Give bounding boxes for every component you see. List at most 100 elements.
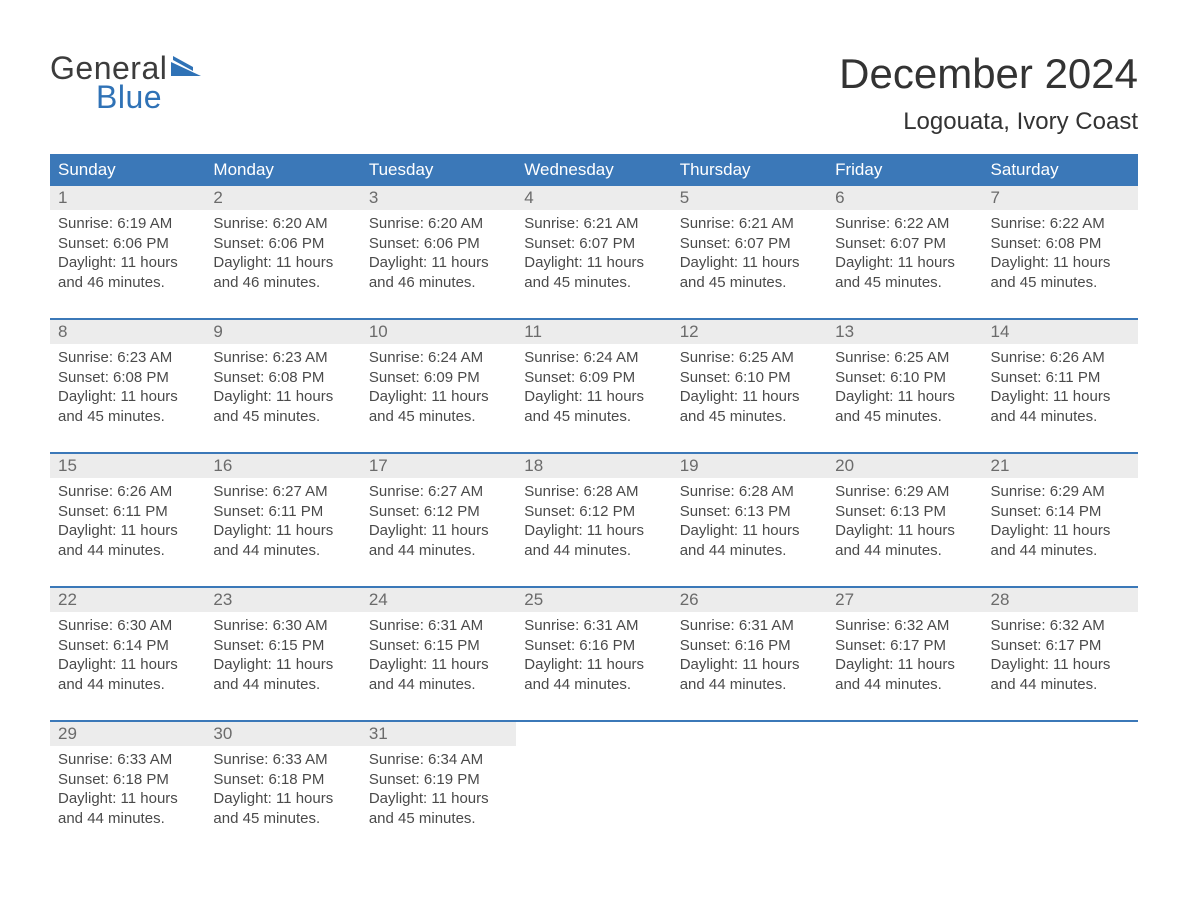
- daylight-text-1: Daylight: 11 hours: [213, 655, 352, 675]
- daylight-text-2: and 45 minutes.: [213, 407, 352, 427]
- day-data: Sunrise: 6:28 AMSunset: 6:13 PMDaylight:…: [672, 478, 827, 564]
- title-block: December 2024 Logouata, Ivory Coast: [839, 50, 1138, 136]
- daylight-text-2: and 44 minutes.: [680, 541, 819, 561]
- day-number: 26: [672, 588, 827, 612]
- daylight-text-1: Daylight: 11 hours: [58, 253, 197, 273]
- daylight-text-1: Daylight: 11 hours: [524, 253, 663, 273]
- day-data: Sunrise: 6:29 AMSunset: 6:14 PMDaylight:…: [983, 478, 1138, 564]
- day-header: Sunday: [50, 154, 205, 186]
- location-subtitle: Logouata, Ivory Coast: [839, 108, 1138, 136]
- week-row: 22Sunrise: 6:30 AMSunset: 6:14 PMDayligh…: [50, 586, 1138, 700]
- day-cell: 31Sunrise: 6:34 AMSunset: 6:19 PMDayligh…: [361, 722, 516, 834]
- sunset-text: Sunset: 6:19 PM: [369, 770, 508, 790]
- daylight-text-1: Daylight: 11 hours: [369, 789, 508, 809]
- day-data: Sunrise: 6:27 AMSunset: 6:12 PMDaylight:…: [361, 478, 516, 564]
- day-data: Sunrise: 6:30 AMSunset: 6:14 PMDaylight:…: [50, 612, 205, 698]
- sunrise-text: Sunrise: 6:21 AM: [680, 214, 819, 234]
- day-number: 17: [361, 454, 516, 478]
- daylight-text-1: Daylight: 11 hours: [835, 521, 974, 541]
- day-number: 24: [361, 588, 516, 612]
- day-cell: 28Sunrise: 6:32 AMSunset: 6:17 PMDayligh…: [983, 588, 1138, 700]
- day-data: Sunrise: 6:32 AMSunset: 6:17 PMDaylight:…: [827, 612, 982, 698]
- day-cell: 8Sunrise: 6:23 AMSunset: 6:08 PMDaylight…: [50, 320, 205, 432]
- sunset-text: Sunset: 6:08 PM: [991, 234, 1130, 254]
- sunset-text: Sunset: 6:11 PM: [58, 502, 197, 522]
- daylight-text-2: and 44 minutes.: [369, 675, 508, 695]
- daylight-text-1: Daylight: 11 hours: [213, 789, 352, 809]
- sunset-text: Sunset: 6:15 PM: [213, 636, 352, 656]
- daylight-text-2: and 45 minutes.: [524, 407, 663, 427]
- sunrise-text: Sunrise: 6:29 AM: [835, 482, 974, 502]
- day-number: 2: [205, 186, 360, 210]
- sunrise-text: Sunrise: 6:28 AM: [524, 482, 663, 502]
- daylight-text-1: Daylight: 11 hours: [680, 655, 819, 675]
- daylight-text-2: and 44 minutes.: [991, 407, 1130, 427]
- sunrise-text: Sunrise: 6:22 AM: [835, 214, 974, 234]
- day-data: Sunrise: 6:22 AMSunset: 6:07 PMDaylight:…: [827, 210, 982, 296]
- daylight-text-1: Daylight: 11 hours: [369, 253, 508, 273]
- daylight-text-2: and 46 minutes.: [213, 273, 352, 293]
- day-cell: 26Sunrise: 6:31 AMSunset: 6:16 PMDayligh…: [672, 588, 827, 700]
- day-data: Sunrise: 6:28 AMSunset: 6:12 PMDaylight:…: [516, 478, 671, 564]
- daylight-text-1: Daylight: 11 hours: [991, 655, 1130, 675]
- sunrise-text: Sunrise: 6:23 AM: [58, 348, 197, 368]
- daylight-text-2: and 45 minutes.: [991, 273, 1130, 293]
- sunset-text: Sunset: 6:07 PM: [680, 234, 819, 254]
- brand-word-2: Blue: [96, 79, 201, 116]
- sunrise-text: Sunrise: 6:33 AM: [58, 750, 197, 770]
- daylight-text-2: and 45 minutes.: [680, 407, 819, 427]
- day-data: Sunrise: 6:20 AMSunset: 6:06 PMDaylight:…: [361, 210, 516, 296]
- daylight-text-1: Daylight: 11 hours: [524, 387, 663, 407]
- daylight-text-2: and 44 minutes.: [835, 541, 974, 561]
- sunrise-text: Sunrise: 6:25 AM: [680, 348, 819, 368]
- daylight-text-2: and 44 minutes.: [991, 541, 1130, 561]
- sunset-text: Sunset: 6:07 PM: [524, 234, 663, 254]
- daylight-text-1: Daylight: 11 hours: [58, 521, 197, 541]
- daylight-text-1: Daylight: 11 hours: [991, 253, 1130, 273]
- day-data: Sunrise: 6:30 AMSunset: 6:15 PMDaylight:…: [205, 612, 360, 698]
- day-cell: 23Sunrise: 6:30 AMSunset: 6:15 PMDayligh…: [205, 588, 360, 700]
- day-cell: 22Sunrise: 6:30 AMSunset: 6:14 PMDayligh…: [50, 588, 205, 700]
- day-cell: 1Sunrise: 6:19 AMSunset: 6:06 PMDaylight…: [50, 186, 205, 298]
- day-data: Sunrise: 6:33 AMSunset: 6:18 PMDaylight:…: [50, 746, 205, 832]
- day-cell: 4Sunrise: 6:21 AMSunset: 6:07 PMDaylight…: [516, 186, 671, 298]
- sunrise-text: Sunrise: 6:34 AM: [369, 750, 508, 770]
- day-data: Sunrise: 6:32 AMSunset: 6:17 PMDaylight:…: [983, 612, 1138, 698]
- daylight-text-1: Daylight: 11 hours: [58, 789, 197, 809]
- sunrise-text: Sunrise: 6:19 AM: [58, 214, 197, 234]
- day-header: Tuesday: [361, 154, 516, 186]
- day-cell: 5Sunrise: 6:21 AMSunset: 6:07 PMDaylight…: [672, 186, 827, 298]
- day-cell: 11Sunrise: 6:24 AMSunset: 6:09 PMDayligh…: [516, 320, 671, 432]
- day-number: 19: [672, 454, 827, 478]
- brand-flag-icon: [171, 56, 201, 81]
- daylight-text-2: and 45 minutes.: [369, 407, 508, 427]
- day-number: 29: [50, 722, 205, 746]
- daylight-text-1: Daylight: 11 hours: [369, 387, 508, 407]
- sunrise-text: Sunrise: 6:29 AM: [991, 482, 1130, 502]
- day-data: Sunrise: 6:21 AMSunset: 6:07 PMDaylight:…: [672, 210, 827, 296]
- day-cell: [827, 722, 982, 834]
- sunset-text: Sunset: 6:10 PM: [680, 368, 819, 388]
- sunset-text: Sunset: 6:09 PM: [369, 368, 508, 388]
- header: General Blue December 2024 Logouata, Ivo…: [50, 50, 1138, 136]
- week-row: 8Sunrise: 6:23 AMSunset: 6:08 PMDaylight…: [50, 318, 1138, 432]
- day-cell: 13Sunrise: 6:25 AMSunset: 6:10 PMDayligh…: [827, 320, 982, 432]
- daylight-text-2: and 46 minutes.: [58, 273, 197, 293]
- daylight-text-2: and 45 minutes.: [213, 809, 352, 829]
- week-row: 1Sunrise: 6:19 AMSunset: 6:06 PMDaylight…: [50, 186, 1138, 298]
- day-number: 12: [672, 320, 827, 344]
- day-number: 18: [516, 454, 671, 478]
- day-cell: 16Sunrise: 6:27 AMSunset: 6:11 PMDayligh…: [205, 454, 360, 566]
- day-number: 10: [361, 320, 516, 344]
- sunset-text: Sunset: 6:17 PM: [991, 636, 1130, 656]
- daylight-text-1: Daylight: 11 hours: [835, 387, 974, 407]
- sunrise-text: Sunrise: 6:28 AM: [680, 482, 819, 502]
- daylight-text-1: Daylight: 11 hours: [835, 253, 974, 273]
- sunrise-text: Sunrise: 6:32 AM: [991, 616, 1130, 636]
- day-cell: 18Sunrise: 6:28 AMSunset: 6:12 PMDayligh…: [516, 454, 671, 566]
- day-data: Sunrise: 6:29 AMSunset: 6:13 PMDaylight:…: [827, 478, 982, 564]
- sunrise-text: Sunrise: 6:33 AM: [213, 750, 352, 770]
- day-data: Sunrise: 6:34 AMSunset: 6:19 PMDaylight:…: [361, 746, 516, 832]
- sunrise-text: Sunrise: 6:20 AM: [213, 214, 352, 234]
- sunset-text: Sunset: 6:12 PM: [524, 502, 663, 522]
